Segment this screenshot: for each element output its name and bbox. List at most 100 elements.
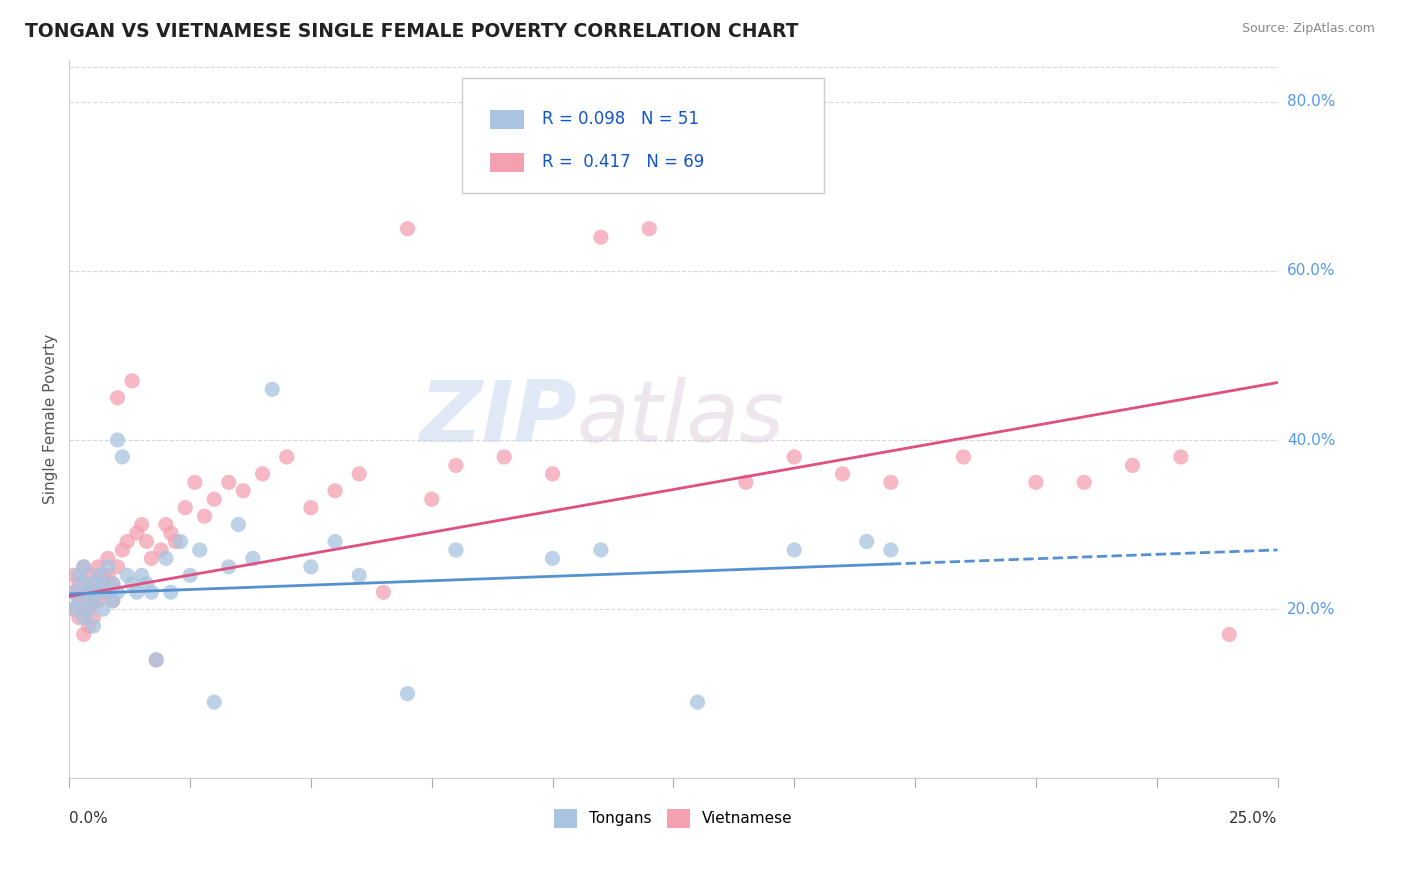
Text: TONGAN VS VIETNAMESE SINGLE FEMALE POVERTY CORRELATION CHART: TONGAN VS VIETNAMESE SINGLE FEMALE POVER… [25,22,799,41]
Point [67,610,90,624]
Point [159,585,181,599]
Point [63,585,86,599]
Point [420,492,443,507]
Point [77,602,100,616]
Point [155,551,177,566]
Point [82,593,104,607]
Point [396,687,419,701]
Point [952,450,974,464]
Point [202,695,225,709]
Y-axis label: Single Female Poverty: Single Female Poverty [44,334,58,504]
Point [77,568,100,582]
Text: R = 0.098   N = 51: R = 0.098 N = 51 [541,110,699,128]
Point [202,492,225,507]
Point [347,467,370,481]
Point [1025,475,1047,490]
Point [67,576,90,591]
Point [91,568,114,582]
Point [242,551,264,566]
Point [107,585,129,599]
Point [97,568,120,582]
Point [165,534,187,549]
Point [63,568,86,582]
Point [494,450,516,464]
Point [347,568,370,582]
Point [135,534,157,549]
Point [115,534,138,549]
Point [252,467,274,481]
Point [188,543,211,558]
Point [121,576,143,591]
Point [77,619,100,633]
Text: 80.0%: 80.0% [1288,95,1336,110]
Point [97,551,120,566]
Point [299,500,322,515]
Point [444,543,467,558]
Point [91,576,114,591]
Point [67,568,90,582]
Point [107,391,129,405]
Point [67,593,90,607]
Point [299,559,322,574]
Point [323,483,346,498]
Point [125,585,148,599]
Point [82,619,104,633]
Point [218,475,240,490]
Point [97,585,120,599]
Point [101,576,124,591]
Point [1170,450,1192,464]
Point [82,576,104,591]
Point [63,602,86,616]
Point [91,602,114,616]
Point [541,551,564,566]
Point [589,543,612,558]
Point [150,543,173,558]
Point [1218,627,1240,641]
Point [73,585,96,599]
Point [174,500,197,515]
Point [87,593,110,607]
Text: R =  0.417   N = 69: R = 0.417 N = 69 [541,153,704,171]
Point [179,568,201,582]
Point [228,517,250,532]
Point [1122,458,1144,473]
Legend: Tongans, Vietnamese: Tongans, Vietnamese [547,801,800,835]
Text: 40.0%: 40.0% [1288,433,1336,448]
Point [67,593,90,607]
Point [135,576,157,591]
Point [101,593,124,607]
Point [880,475,903,490]
Point [97,559,120,574]
Point [218,559,240,574]
Text: 60.0%: 60.0% [1288,263,1336,278]
Point [323,534,346,549]
Point [444,458,467,473]
Point [184,475,207,490]
Point [87,568,110,582]
Point [880,543,903,558]
Point [783,543,806,558]
Point [1073,475,1095,490]
FancyBboxPatch shape [463,78,824,193]
Text: 0.0%: 0.0% [69,811,108,826]
Point [82,576,104,591]
Point [589,230,612,244]
Point [73,559,96,574]
Point [111,450,134,464]
Point [101,576,124,591]
Point [77,585,100,599]
Point [141,551,163,566]
Point [111,543,134,558]
Point [91,585,114,599]
Point [77,585,100,599]
Point [735,475,758,490]
Point [125,526,148,541]
Point [686,695,709,709]
Point [145,653,167,667]
Point [77,602,100,616]
Point [82,610,104,624]
Point [159,526,181,541]
Point [107,559,129,574]
Point [73,559,96,574]
Text: 20.0%: 20.0% [1288,601,1336,616]
